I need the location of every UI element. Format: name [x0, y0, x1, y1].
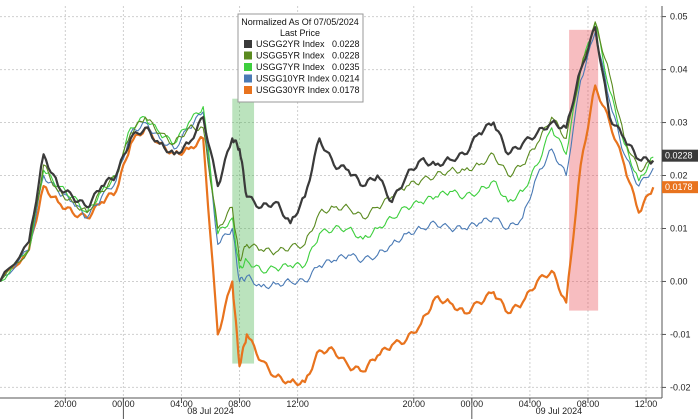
legend-title: Normalized As Of 07/05/2024 — [241, 17, 359, 27]
y-tick-label: 0.02 — [670, 171, 688, 181]
day-label: 08 Jul 2024 — [187, 406, 234, 416]
y-tick-label: 0.05 — [670, 12, 688, 22]
legend-swatch — [244, 74, 252, 83]
y-tick-label: 0.04 — [670, 65, 688, 75]
legend-swatch — [244, 51, 252, 60]
x-tick-label: 04:00 — [519, 399, 542, 409]
y-tick-label: 0.00 — [670, 276, 688, 286]
x-tick-label: 08:00 — [228, 399, 251, 409]
axes: 0.05 0.04 0.03 0.02 0.01 0.00 -0.01 -0.02 20:00 0… — [0, 6, 691, 419]
highlight-bands — [232, 29, 599, 364]
series-line — [0, 26, 655, 282]
legend-series-value: 0.0178 — [332, 85, 360, 95]
series-lines — [0, 21, 655, 387]
highlight-band — [232, 98, 255, 364]
legend-series-name: USGG10YR Index — [256, 74, 330, 84]
legend: Normalized As Of 07/05/2024 Last Price U… — [237, 13, 364, 103]
y-tick-label: -0.02 — [670, 382, 691, 392]
x-tick-label: 12:00 — [635, 399, 658, 409]
legend-series-name: USGG5YR Index — [256, 51, 325, 61]
legend-series-name: USGG7YR Index — [256, 62, 325, 72]
last-value-labels: 0.0228 0.0178 — [662, 149, 698, 194]
legend-series-value: 0.0228 — [332, 51, 360, 61]
series-line — [0, 21, 654, 282]
legend-series-value: 0.0214 — [332, 74, 360, 84]
y-tick-label: 0.01 — [670, 223, 688, 233]
legend-series-name: USGG2YR Index — [256, 39, 325, 49]
legend-series-value: 0.0228 — [332, 39, 360, 49]
legend-series-value: 0.0235 — [332, 62, 360, 72]
legend-swatch — [244, 40, 252, 48]
last-value-box — [662, 181, 698, 194]
x-tick-label: 04:00 — [170, 399, 193, 409]
last-value-box — [662, 149, 698, 162]
last-value-label: 0.0178 — [665, 182, 693, 192]
x-tick-label: 08:00 — [577, 399, 600, 409]
last-value-label: 0.0228 — [665, 151, 693, 161]
legend-entries: USGG2YR Index 0.0228 USGG5YR Index 0.0228 US… — [244, 39, 360, 95]
legend-subtitle: Last Price — [280, 28, 320, 38]
legend-swatch — [244, 86, 252, 94]
day-label: 09 Jul 2024 — [536, 406, 583, 416]
y-tick-label: -0.01 — [670, 329, 691, 339]
x-tick-label: 12:00 — [286, 399, 309, 409]
legend-box — [237, 13, 364, 103]
highlight-band — [569, 29, 599, 311]
series-line — [0, 84, 655, 387]
series-line — [0, 31, 654, 290]
x-tick-label: 20:00 — [54, 399, 77, 409]
legend-series-name: USGG30YR Index — [256, 85, 330, 95]
legend-swatch — [244, 63, 252, 71]
y-tick-label: 0.03 — [670, 118, 688, 128]
x-tick-label: 20:00 — [402, 399, 425, 409]
